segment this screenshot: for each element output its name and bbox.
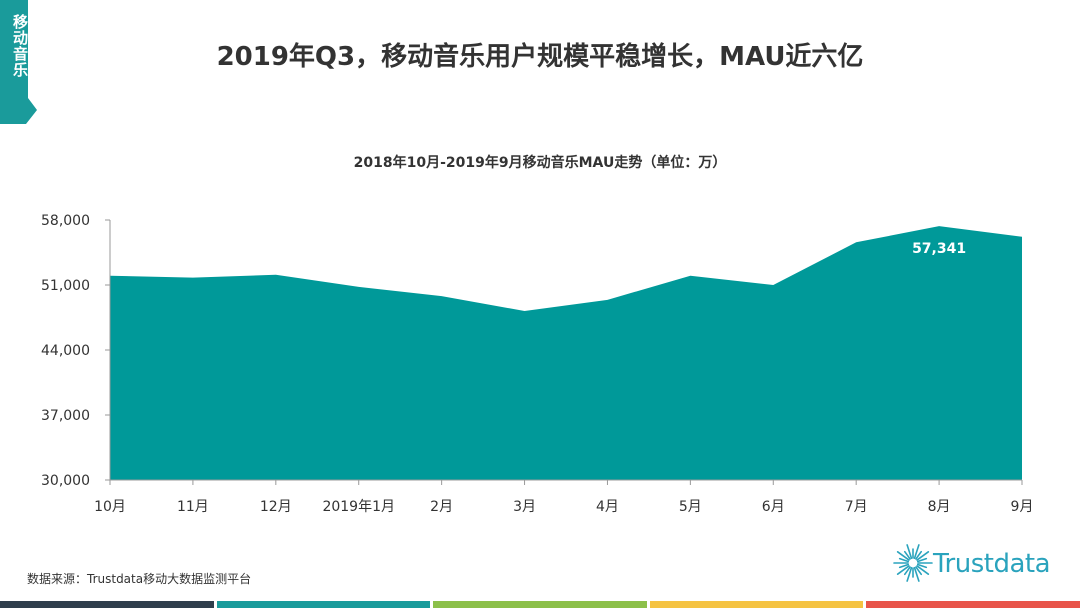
footer-color-segment xyxy=(0,601,214,608)
footer-color-segment xyxy=(866,601,1080,608)
y-tick-label: 30,000 xyxy=(41,473,90,489)
x-tick-label: 8月 xyxy=(928,499,951,515)
x-tick-label: 3月 xyxy=(513,499,536,515)
page-title: 2019年Q3，移动音乐用户规模平稳增长，MAU近六亿 xyxy=(216,42,864,72)
footer-color-segment xyxy=(216,601,431,608)
footer-color-segment xyxy=(649,601,864,608)
area-chart: 30,000 37,000 44,000 51,000 58,000 10月 11月 12月 2… xyxy=(41,213,1034,515)
x-tick-label: 10月 xyxy=(94,499,126,515)
chart-title: 2018年10月-2019年9月移动音乐MAU走势（单位：万） xyxy=(353,155,727,171)
y-tick-label: 58,000 xyxy=(41,213,90,229)
section-tab-shape xyxy=(0,0,37,124)
section-tab: 移动音乐 xyxy=(0,0,37,124)
x-tick-label: 9月 xyxy=(1011,499,1034,515)
x-tick-label: 6月 xyxy=(762,499,785,515)
x-tick-label: 7月 xyxy=(845,499,868,515)
area-series xyxy=(110,226,1022,480)
footer-color-segment xyxy=(433,601,647,608)
trustdata-logo: Trustdata xyxy=(893,537,1073,593)
footer-color-bar xyxy=(0,601,1080,608)
starburst-logo-icon xyxy=(893,544,933,582)
x-tick-label: 4月 xyxy=(596,499,619,515)
data-label: 57,341 xyxy=(912,241,966,257)
x-tick-label: 5月 xyxy=(679,499,702,515)
x-tick-label: 12月 xyxy=(260,499,292,515)
section-tab-label: 移动音乐 xyxy=(11,14,29,78)
x-tick-label: 11月 xyxy=(177,499,209,515)
data-source-note: 数据来源：Trustdata移动大数据监测平台 xyxy=(27,572,252,586)
x-tick-label: 2月 xyxy=(430,499,453,515)
logo-text: Trustdata xyxy=(933,549,1051,579)
y-tick-label: 44,000 xyxy=(41,343,90,359)
x-tick-label: 2019年1月 xyxy=(322,499,395,515)
y-tick-label: 37,000 xyxy=(41,408,90,424)
y-tick-label: 51,000 xyxy=(41,278,90,294)
